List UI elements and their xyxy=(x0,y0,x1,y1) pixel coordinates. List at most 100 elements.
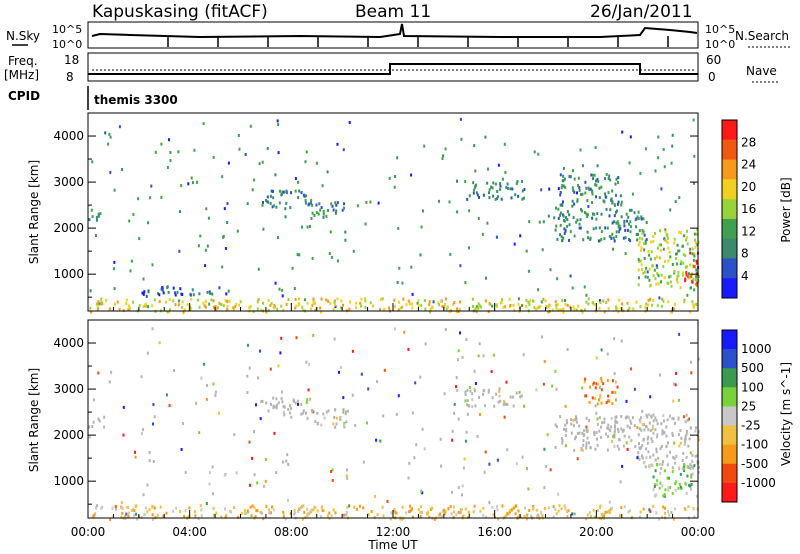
data-cell xyxy=(607,298,610,302)
data-cell xyxy=(278,201,281,205)
data-cell xyxy=(411,306,414,310)
data-cell xyxy=(603,310,606,314)
data-cell xyxy=(618,227,621,231)
data-cell xyxy=(475,310,478,314)
data-cell xyxy=(649,283,652,287)
data-cell xyxy=(492,194,494,198)
data-cell xyxy=(320,297,323,301)
data-cell xyxy=(674,421,676,425)
data-cell xyxy=(615,308,618,312)
data-cell xyxy=(167,291,170,294)
data-cell xyxy=(488,196,491,200)
data-cell xyxy=(604,177,606,181)
data-cell xyxy=(568,223,571,227)
data-cell xyxy=(272,204,275,208)
data-cell xyxy=(592,177,594,181)
data-cell xyxy=(355,306,358,310)
data-cell xyxy=(685,492,688,495)
data-cell xyxy=(175,506,178,510)
data-cell xyxy=(552,505,555,509)
data-cell xyxy=(616,385,619,389)
data-cell xyxy=(613,220,616,224)
data-cell xyxy=(661,432,664,436)
data-cell xyxy=(477,306,480,310)
data-cell xyxy=(275,403,278,407)
data-cell xyxy=(127,304,130,308)
data-cell xyxy=(623,220,626,224)
scatter-cell xyxy=(671,263,674,266)
data-cell xyxy=(472,304,474,308)
data-cell xyxy=(693,464,696,468)
velocity-panel-frame xyxy=(87,319,699,519)
data-cell xyxy=(609,178,612,182)
colorbar-frame xyxy=(721,329,738,503)
data-cell xyxy=(487,310,490,314)
data-cell xyxy=(637,257,640,261)
data-cell xyxy=(96,302,98,306)
data-cell xyxy=(255,509,258,512)
data-cell xyxy=(616,202,619,206)
data-cell xyxy=(639,510,642,514)
data-cell xyxy=(613,445,616,448)
data-cell xyxy=(446,305,449,309)
data-cell xyxy=(471,398,474,402)
data-cell xyxy=(646,441,649,445)
data-cell xyxy=(586,429,589,433)
data-cell xyxy=(212,305,215,309)
data-cell xyxy=(694,454,697,458)
data-cell xyxy=(482,506,485,510)
scatter-cell xyxy=(214,390,217,394)
data-cell xyxy=(626,424,629,428)
data-cell xyxy=(629,220,632,224)
data-cell xyxy=(644,305,647,309)
scatter-cell xyxy=(671,144,674,148)
data-cell xyxy=(161,288,164,292)
data-cell xyxy=(554,228,557,232)
data-cell xyxy=(249,304,252,308)
scatter-cell xyxy=(169,159,172,163)
data-cell xyxy=(327,409,330,413)
data-cell xyxy=(589,187,592,191)
data-cell xyxy=(335,422,338,426)
data-cell xyxy=(294,401,297,405)
scatter-cell xyxy=(295,336,298,340)
scatter-cell xyxy=(444,328,447,331)
data-cell xyxy=(541,514,544,517)
scatter-cell xyxy=(492,353,495,357)
scatter-cell xyxy=(566,348,569,351)
data-cell xyxy=(394,305,396,309)
scatter-cell xyxy=(137,197,140,201)
data-cell xyxy=(332,307,335,311)
data-cell xyxy=(409,504,411,508)
scatter-cell xyxy=(475,305,478,309)
data-cell xyxy=(658,243,661,247)
data-cell xyxy=(564,302,567,306)
scatter-cell xyxy=(456,179,458,183)
data-cell xyxy=(663,431,666,435)
data-cell xyxy=(259,510,262,514)
data-cell xyxy=(514,193,517,197)
data-cell xyxy=(683,462,686,466)
data-cell xyxy=(608,509,611,513)
scatter-cell xyxy=(403,330,406,334)
scatter-cell xyxy=(212,492,214,496)
data-cell xyxy=(603,420,606,424)
data-cell xyxy=(513,506,515,510)
data-cell xyxy=(526,517,528,521)
data-cell xyxy=(479,509,482,513)
data-cell xyxy=(539,305,542,309)
scatter-cell xyxy=(367,387,370,391)
scatter-cell xyxy=(543,447,546,451)
data-cell xyxy=(535,508,538,512)
data-cell xyxy=(695,302,698,306)
scatter-cell xyxy=(306,416,309,420)
data-cell xyxy=(299,506,302,510)
cpid-value: themis 3300 xyxy=(94,93,178,107)
data-cell xyxy=(684,420,687,424)
data-cell xyxy=(214,305,217,309)
data-cell xyxy=(284,517,287,521)
scatter-cell xyxy=(432,300,435,304)
data-cell xyxy=(579,218,582,222)
data-cell xyxy=(517,302,520,306)
